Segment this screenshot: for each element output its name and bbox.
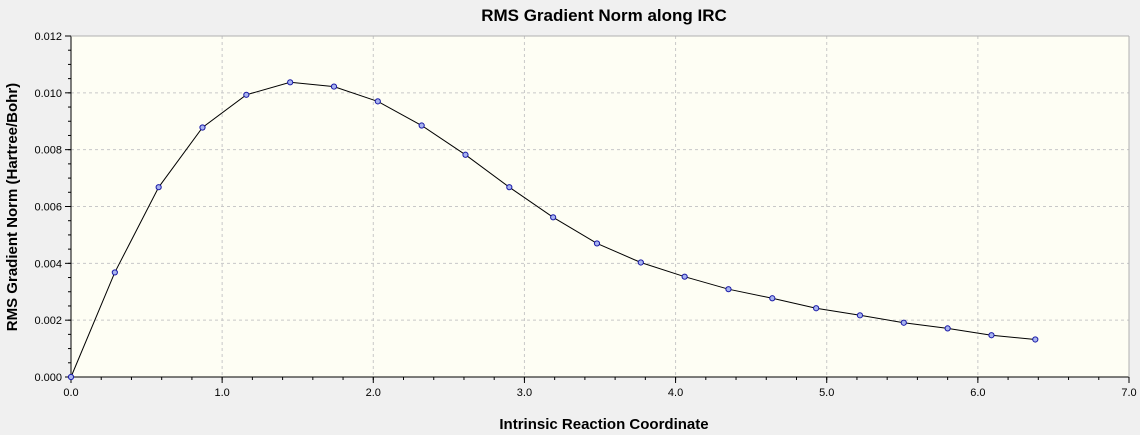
y-tick-label: 0.008 — [34, 145, 62, 157]
data-point — [988, 332, 995, 339]
data-point — [593, 240, 601, 247]
x-tick-label: 2.0 — [366, 387, 381, 399]
data-point — [243, 91, 250, 98]
data-point — [111, 269, 118, 276]
data-point — [330, 83, 338, 90]
data-point — [813, 305, 820, 312]
data-point — [725, 286, 732, 293]
x-tick-label: 1.0 — [214, 387, 229, 399]
data-point — [287, 79, 294, 86]
x-tick-label: 4.0 — [668, 387, 683, 399]
x-tick-label: 0.0 — [63, 387, 78, 399]
data-point — [418, 122, 425, 129]
y-tick-label: 0.002 — [34, 315, 62, 327]
y-tick-label: 0.006 — [34, 202, 62, 214]
data-point — [550, 214, 557, 221]
data-point — [900, 319, 907, 326]
y-axis-title: RMS Gradient Norm (Hartree/Bohr) — [4, 83, 21, 331]
data-point — [199, 124, 206, 131]
x-tick-label: 6.0 — [970, 387, 985, 399]
data-point — [506, 184, 513, 191]
data-point — [681, 273, 688, 280]
x-tick-label: 7.0 — [1121, 387, 1136, 399]
data-point — [769, 295, 776, 302]
y-tick-label: 0.000 — [34, 372, 62, 384]
x-axis-title: Intrinsic Reaction Coordinate — [499, 416, 708, 433]
data-point — [637, 259, 644, 266]
x-tick-label: 5.0 — [819, 387, 834, 399]
data-point — [155, 184, 162, 191]
y-tick-label: 0.010 — [34, 88, 62, 100]
data-point — [944, 325, 951, 332]
data-point — [67, 373, 75, 381]
data-markers — [67, 79, 1039, 381]
tick-labels: 0.0 1.0 2.0 3.0 4.0 5.0 6.0 7.0 0.000 0.002 0.004 0… — [34, 31, 1136, 399]
chart-title: RMS Gradient Norm along IRC — [481, 6, 727, 25]
y-tick-label: 0.012 — [34, 31, 62, 43]
data-point — [462, 151, 469, 158]
data-point — [856, 312, 864, 319]
data-point — [1032, 336, 1039, 343]
x-tick-label: 3.0 — [517, 387, 532, 399]
y-tick-label: 0.004 — [34, 258, 62, 270]
data-point — [374, 98, 381, 105]
